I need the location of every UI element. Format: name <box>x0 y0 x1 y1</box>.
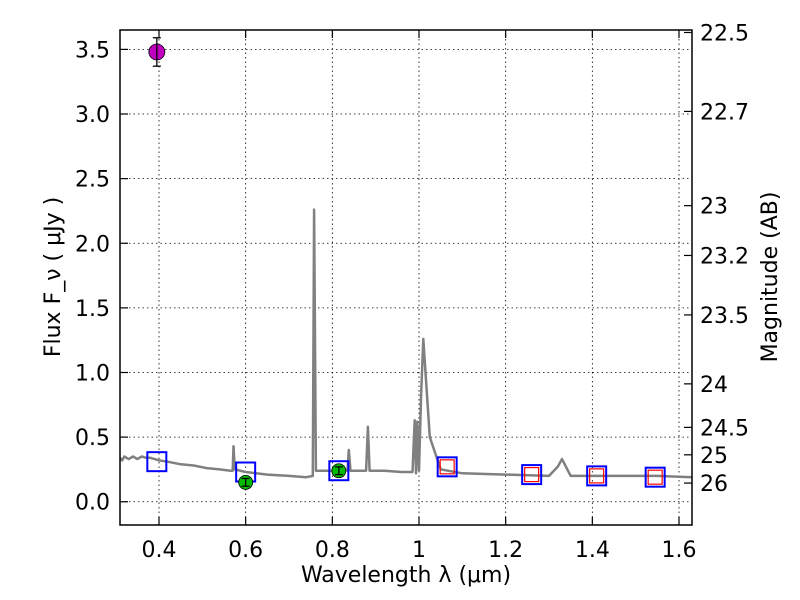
y-tick-label: 2.5 <box>75 168 110 193</box>
y2-tick-label: 22.5 <box>700 21 749 46</box>
model-photometry-marker <box>439 459 455 475</box>
y2-tick-label: 23.2 <box>700 244 749 269</box>
y2-axis: 22.5 22.7 23 23.2 23.5 24 24.5 25 26 <box>684 21 749 497</box>
observed-photometry-marker <box>644 466 666 488</box>
x-tick-label: 0.6 <box>228 538 263 563</box>
y2-tick-label: 24 <box>700 373 728 398</box>
x-tick-label: 1.2 <box>488 538 523 563</box>
observed-photometry-marker <box>521 464 543 486</box>
observed-photometry-marker <box>436 456 458 478</box>
x-tick-label: 0.4 <box>142 538 177 563</box>
markers-layer <box>146 37 666 490</box>
x-tick-label: 1.4 <box>575 538 610 563</box>
y-tick-label: 1.0 <box>75 361 110 386</box>
y-tick-label: 1.5 <box>75 297 110 322</box>
y2-tick-label: 26 <box>700 472 728 497</box>
y2-tick-label: 23.5 <box>700 304 749 329</box>
y2-tick-label: 24.5 <box>700 416 749 441</box>
x-tick-label: 0.8 <box>315 538 350 563</box>
x-axis: 0.4 0.6 0.8 1 1.2 1.4 1.6 <box>142 30 697 563</box>
y-axis-label: Flux F_ν ( μJy ) <box>41 197 66 357</box>
x-tick-label: 1.6 <box>662 538 697 563</box>
x-axis-label: Wavelength λ (μm) <box>301 563 511 588</box>
observed-photometry-marker <box>586 465 608 487</box>
grid-lines <box>120 30 692 525</box>
y-tick-label: 3.0 <box>75 103 110 128</box>
observed-photometry-marker <box>146 451 168 473</box>
y2-tick-label: 22.7 <box>700 100 749 125</box>
y-tick-label: 2.0 <box>75 232 110 257</box>
y-tick-label: 0.0 <box>75 491 110 516</box>
y2-tick-label: 25 <box>700 444 728 469</box>
model-photometry-marker <box>647 469 663 485</box>
y-axis: 0.0 0.5 1.0 1.5 2.0 2.5 3.0 3.5 <box>75 38 128 516</box>
model-photometry-marker <box>524 466 540 483</box>
observed-photometry-marker <box>328 460 350 482</box>
y-tick-label: 0.5 <box>75 426 110 451</box>
plot-area <box>120 37 692 490</box>
model-photometry-marker <box>589 468 605 484</box>
y2-axis-label: Magnitude (AB) <box>758 192 783 363</box>
y2-tick-label: 23 <box>700 195 728 220</box>
plot-frame <box>119 29 693 526</box>
x-tick-label: 1 <box>412 538 426 563</box>
y-tick-label: 3.5 <box>75 38 110 63</box>
